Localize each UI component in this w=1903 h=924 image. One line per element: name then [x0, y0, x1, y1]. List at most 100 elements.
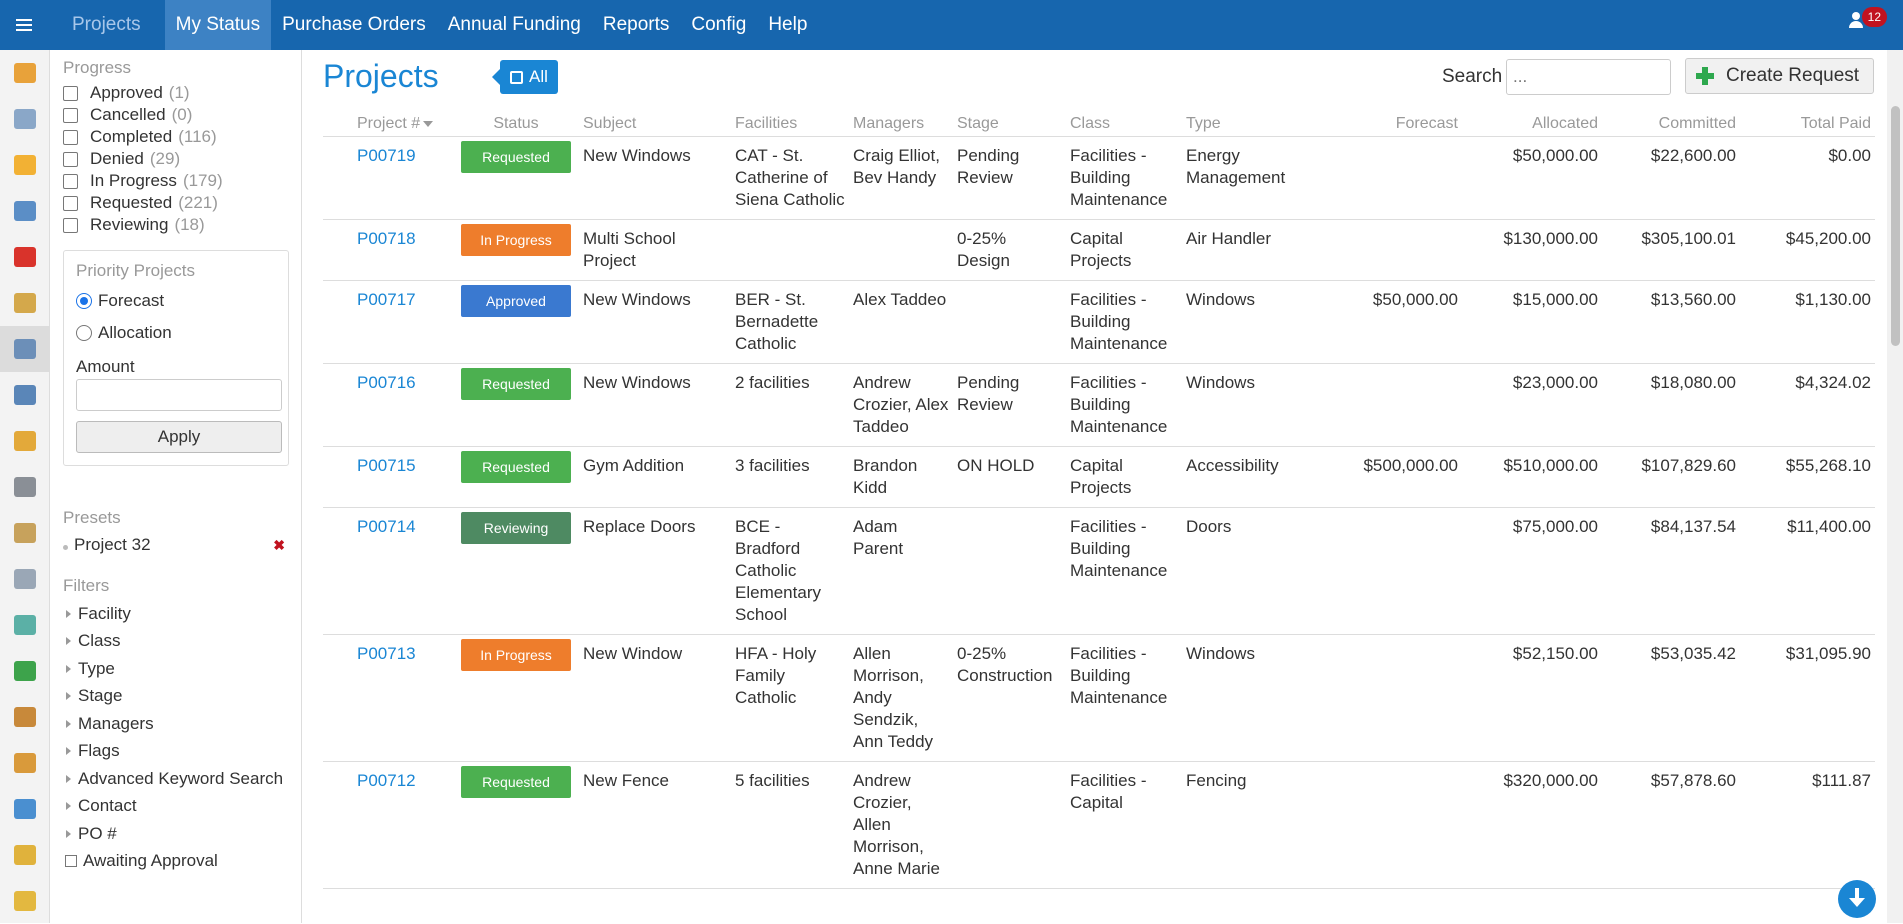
iconbar-item-clipboard[interactable]	[0, 510, 50, 556]
cell-forecast	[1312, 634, 1462, 762]
scrollbar[interactable]	[1887, 50, 1903, 923]
progress-checkbox[interactable]	[63, 217, 78, 233]
iconbar-item-flask[interactable]	[0, 602, 50, 648]
cell-stage: 0-25% Construction	[953, 634, 1066, 762]
progress-checkbox[interactable]	[63, 129, 78, 145]
project-link[interactable]: P00715	[357, 455, 416, 475]
cell-managers: Alex Taddeo	[849, 280, 953, 364]
table-row[interactable]: P00716 Requested New Windows 2 facilities An…	[323, 363, 1875, 447]
filter-managers[interactable]: Managers	[63, 710, 289, 738]
priority-radio[interactable]	[76, 325, 92, 341]
nav-annual-funding[interactable]: Annual Funding	[447, 14, 581, 35]
awaiting-approval-filter[interactable]: Awaiting Approval	[63, 848, 289, 876]
project-link[interactable]: P00717	[357, 289, 416, 309]
iconbar-item-warning-sign[interactable]	[0, 418, 50, 464]
cell-facilities: HFA - Holy Family Catholic	[731, 634, 849, 762]
search-input[interactable]	[1506, 59, 1671, 95]
filter-flags[interactable]: Flags	[63, 738, 289, 766]
scrollbar-thumb[interactable]	[1891, 106, 1900, 346]
iconbar-item-clock[interactable]	[0, 786, 50, 832]
projects-table: Project # Status Subject Facilities Managers…	[323, 112, 1875, 889]
table-row[interactable]: P00718 In Progress Multi School Project 0-2…	[323, 219, 1875, 281]
iconbar-item-hardhat[interactable]	[0, 142, 50, 188]
progress-checkbox[interactable]	[63, 107, 78, 123]
filter-stage[interactable]: Stage	[63, 683, 289, 711]
filter-po[interactable]: PO #	[63, 820, 289, 848]
iconbar-item-computer[interactable]	[0, 188, 50, 234]
iconbar-item-puzzle[interactable]	[0, 648, 50, 694]
table-row[interactable]: P00717 Approved New Windows BER - St. Berna…	[323, 280, 1875, 364]
nav-config[interactable]: Config	[691, 14, 747, 35]
iconbar-item-dashboard[interactable]	[0, 326, 50, 372]
progress-list: Approved (1) Cancelled (0) Completed (116) Den…	[63, 82, 289, 236]
apply-button[interactable]: Apply	[76, 421, 282, 453]
project-link[interactable]: P00712	[357, 770, 416, 790]
iconbar-item-safe[interactable]	[0, 694, 50, 740]
cell-managers: Andrew Crozier, Allen Morrison, Anne Mar…	[849, 761, 953, 889]
progress-checkbox[interactable]	[63, 85, 78, 101]
table-row[interactable]: P00712 Requested New Fence 5 facilities Andr…	[323, 761, 1875, 889]
nav-my-status[interactable]: My Status	[164, 0, 272, 50]
project-link[interactable]: P00713	[357, 643, 416, 663]
menu-icon[interactable]	[0, 0, 48, 50]
table-row[interactable]: P00715 Requested Gym Addition 3 facilities B…	[323, 446, 1875, 508]
nav-projects[interactable]: Projects	[72, 14, 141, 35]
progress-item-reviewing[interactable]: Reviewing (18)	[63, 214, 289, 236]
filter-facility[interactable]: Facility	[63, 600, 289, 628]
nav-purchase-orders[interactable]: Purchase Orders	[282, 14, 426, 35]
create-request-button[interactable]: Create Request	[1685, 58, 1874, 94]
column-header-project[interactable]: Project #	[323, 112, 453, 137]
cell-type: Accessibility	[1182, 446, 1312, 508]
table-row[interactable]: P00719 Requested New Windows CAT - St. Cath…	[323, 136, 1875, 220]
progress-item-requested[interactable]: Requested (221)	[63, 192, 289, 214]
user-menu[interactable]: 12	[1847, 7, 1887, 29]
filter-class[interactable]: Class	[63, 628, 289, 656]
priority-radio[interactable]	[76, 293, 92, 309]
scroll-down-button[interactable]	[1838, 880, 1876, 918]
amount-input[interactable]	[76, 379, 282, 411]
table-row[interactable]: P00714 Reviewing Replace Doors BCE - Bradfo…	[323, 507, 1875, 635]
cell-paid: $4,324.02	[1740, 363, 1875, 447]
table-row[interactable]: P00713 In Progress New Window HFA - Holy Fa…	[323, 634, 1875, 762]
nav-help[interactable]: Help	[768, 14, 808, 35]
progress-item-approved[interactable]: Approved (1)	[63, 82, 289, 104]
delete-preset-icon[interactable]: ✖	[273, 536, 285, 553]
progress-item-cancelled[interactable]: Cancelled (0)	[63, 104, 289, 126]
iconbar-item-monitor[interactable]	[0, 372, 50, 418]
progress-item-completed[interactable]: Completed (116)	[63, 126, 289, 148]
project-link[interactable]: P00719	[357, 145, 416, 165]
iconbar-item-folder[interactable]	[0, 280, 50, 326]
filter-contact[interactable]: Contact	[63, 793, 289, 821]
iconbar-item-key[interactable]	[0, 832, 50, 878]
cell-status: Requested	[453, 446, 579, 508]
nav-reports[interactable]: Reports	[602, 14, 670, 35]
progress-item-in-progress[interactable]: In Progress (179)	[63, 170, 289, 192]
cell-stage: Pending Review	[953, 136, 1066, 220]
iconbar-item-first-aid[interactable]	[0, 234, 50, 280]
progress-checkbox[interactable]	[63, 173, 78, 189]
iconbar-item-inspect[interactable]	[0, 556, 50, 602]
iconbar-item-box[interactable]	[0, 740, 50, 786]
progress-checkbox[interactable]	[63, 195, 78, 211]
project-link[interactable]: P00716	[357, 372, 416, 392]
column-header-status: Status	[453, 112, 579, 137]
iconbar-item-wrench[interactable]	[0, 464, 50, 510]
progress-checkbox[interactable]	[63, 151, 78, 167]
all-filter-button[interactable]: All	[492, 60, 558, 94]
table-header: Project # Status Subject Facilities Managers…	[323, 112, 1875, 137]
iconbar-item-bus[interactable]	[0, 878, 50, 924]
cell-type: Air Handler	[1182, 219, 1312, 281]
iconbar-item-document[interactable]	[0, 96, 50, 142]
user-icon[interactable]	[1847, 11, 1865, 29]
awaiting-approval-checkbox[interactable]	[65, 855, 77, 868]
project-link[interactable]: P00714	[357, 516, 416, 536]
priority-option-allocation[interactable]: Allocation	[76, 317, 276, 349]
project-link[interactable]: P00718	[357, 228, 416, 248]
priority-option-forecast[interactable]: Forecast	[76, 285, 276, 317]
preset-item[interactable]: Project 32 ✖	[63, 532, 289, 558]
progress-item-denied[interactable]: Denied (29)	[63, 148, 289, 170]
filter-advanced-keyword-search[interactable]: Advanced Keyword Search	[63, 765, 289, 793]
document-icon	[14, 109, 36, 129]
filter-type[interactable]: Type	[63, 655, 289, 683]
iconbar-item-home[interactable]	[0, 50, 50, 96]
